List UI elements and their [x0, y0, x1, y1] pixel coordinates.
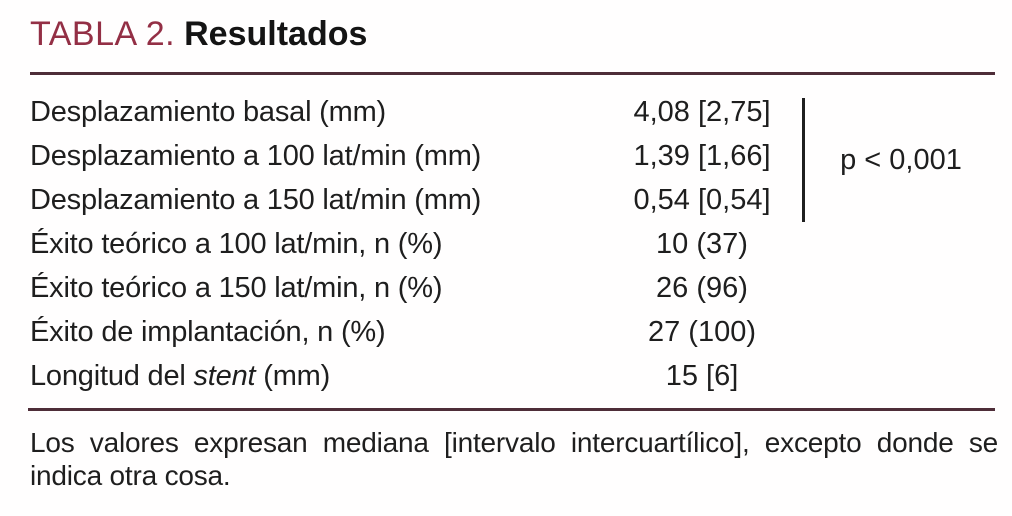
results-table: Desplazamiento basal (mm) 4,08 [2,75] De…	[30, 90, 995, 398]
table-name: Resultados	[184, 15, 368, 53]
row-label: Éxito teórico a 100 lat/min, n (%)	[30, 227, 443, 260]
row-value: 10 (37)	[656, 227, 748, 260]
table-row: Éxito teórico a 150 lat/min, n (%) 26 (9…	[30, 266, 995, 310]
row-value: 27 (100)	[647, 315, 756, 348]
row-value: 4,08 [2,75]	[633, 95, 771, 128]
table-title: TABLA 2. Resultados	[30, 14, 367, 54]
row-label: Longitud del stent (mm)	[30, 359, 331, 392]
row-label: Desplazamiento basal (mm)	[30, 95, 387, 128]
row-value: 26 (96)	[656, 271, 748, 304]
italic-term: stent	[193, 359, 256, 392]
top-rule	[30, 72, 995, 75]
row-label: Desplazamiento a 100 lat/min (mm)	[30, 139, 482, 172]
row-label: Éxito de implantación, n (%)	[30, 315, 386, 348]
p-value-brace-line	[802, 98, 805, 222]
row-value: 0,54 [0,54]	[633, 183, 771, 216]
row-value: 1,39 [1,66]	[633, 139, 771, 172]
table-row: Desplazamiento a 100 lat/min (mm) 1,39 […	[30, 134, 995, 178]
row-label: Éxito teórico a 150 lat/min, n (%)	[30, 271, 443, 304]
row-value: 15 [6]	[665, 359, 739, 392]
table-number-label: TABLA 2.	[30, 15, 176, 53]
row-label: Desplazamiento a 150 lat/min (mm)	[30, 183, 482, 216]
bottom-rule	[28, 408, 995, 411]
table-row: Desplazamiento a 150 lat/min (mm) 0,54 […	[30, 178, 995, 222]
table-row: Éxito de implantación, n (%) 27 (100)	[30, 310, 995, 354]
p-value: p < 0,001	[840, 143, 962, 176]
table-row: Desplazamiento basal (mm) 4,08 [2,75]	[30, 90, 995, 134]
table-footnote: Los valores expresan mediana [intervalo …	[30, 427, 998, 491]
table-row: Longitud del stent (mm) 15 [6]	[30, 354, 995, 398]
table-row: Éxito teórico a 100 lat/min, n (%) 10 (3…	[30, 222, 995, 266]
